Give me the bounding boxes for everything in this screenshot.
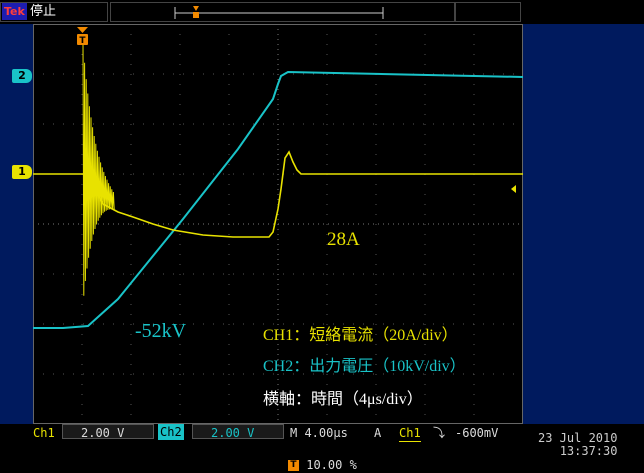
ch1-offset-arrow <box>511 185 516 193</box>
trigger-level[interactable]: -600mV <box>455 426 499 440</box>
ch1-legend: CH1：短絡電流（20A/div） <box>263 327 458 344</box>
voltage-min-label: -52kV <box>135 320 187 342</box>
graticule-border <box>33 24 523 424</box>
timebase[interactable]: M 4.00µs <box>290 426 348 440</box>
ch2-trace <box>33 70 524 329</box>
ch1-trace <box>33 150 523 238</box>
waveform-display <box>33 24 524 424</box>
current-peak-label: 28A <box>327 229 360 250</box>
ch1-level-marker[interactable]: 1 <box>12 165 32 179</box>
record-view-panel <box>110 2 455 22</box>
trigger-icon: T <box>288 460 299 471</box>
trigger-position-icon[interactable]: T <box>76 26 89 48</box>
trigger-position-readout[interactable]: T 10.00 % <box>288 458 357 472</box>
trigger-position-value: 10.00 % <box>306 458 357 472</box>
ch2-label[interactable]: Ch2 <box>158 424 184 440</box>
waveform-graticule <box>33 24 524 424</box>
aux-panel <box>455 2 521 22</box>
time-text: 13:37:30 <box>559 444 618 458</box>
run-state: 停止 <box>30 4 57 19</box>
ch2-scale[interactable]: 2.00 V <box>192 424 284 440</box>
h-axis-legend: 横軸：時間（4μs/div） <box>263 391 423 408</box>
ch1-ringing-burst <box>82 43 115 296</box>
record-window-icon <box>174 6 384 19</box>
ch1-label[interactable]: Ch1 <box>33 426 55 440</box>
trigger-marker-letter: T <box>79 36 86 46</box>
acquisition-mode[interactable]: A <box>374 426 382 440</box>
trigger-slope-icon: ⤵ <box>433 426 446 440</box>
ch1-scale[interactable]: 2.00 V <box>62 424 154 440</box>
date-text: 23 Jul 2010 <box>538 431 618 445</box>
brand-badge: Tek <box>2 3 27 20</box>
timestamp: 23 Jul 2010 13:37:30 <box>538 432 617 458</box>
ch1-ringing <box>82 43 115 296</box>
ch2-level-marker[interactable]: 2 <box>12 69 32 83</box>
status-panel <box>0 2 108 22</box>
trigger-source[interactable]: Ch1 <box>399 426 421 442</box>
ch2-legend: CH2：出力電圧（10kV/div） <box>263 358 466 375</box>
